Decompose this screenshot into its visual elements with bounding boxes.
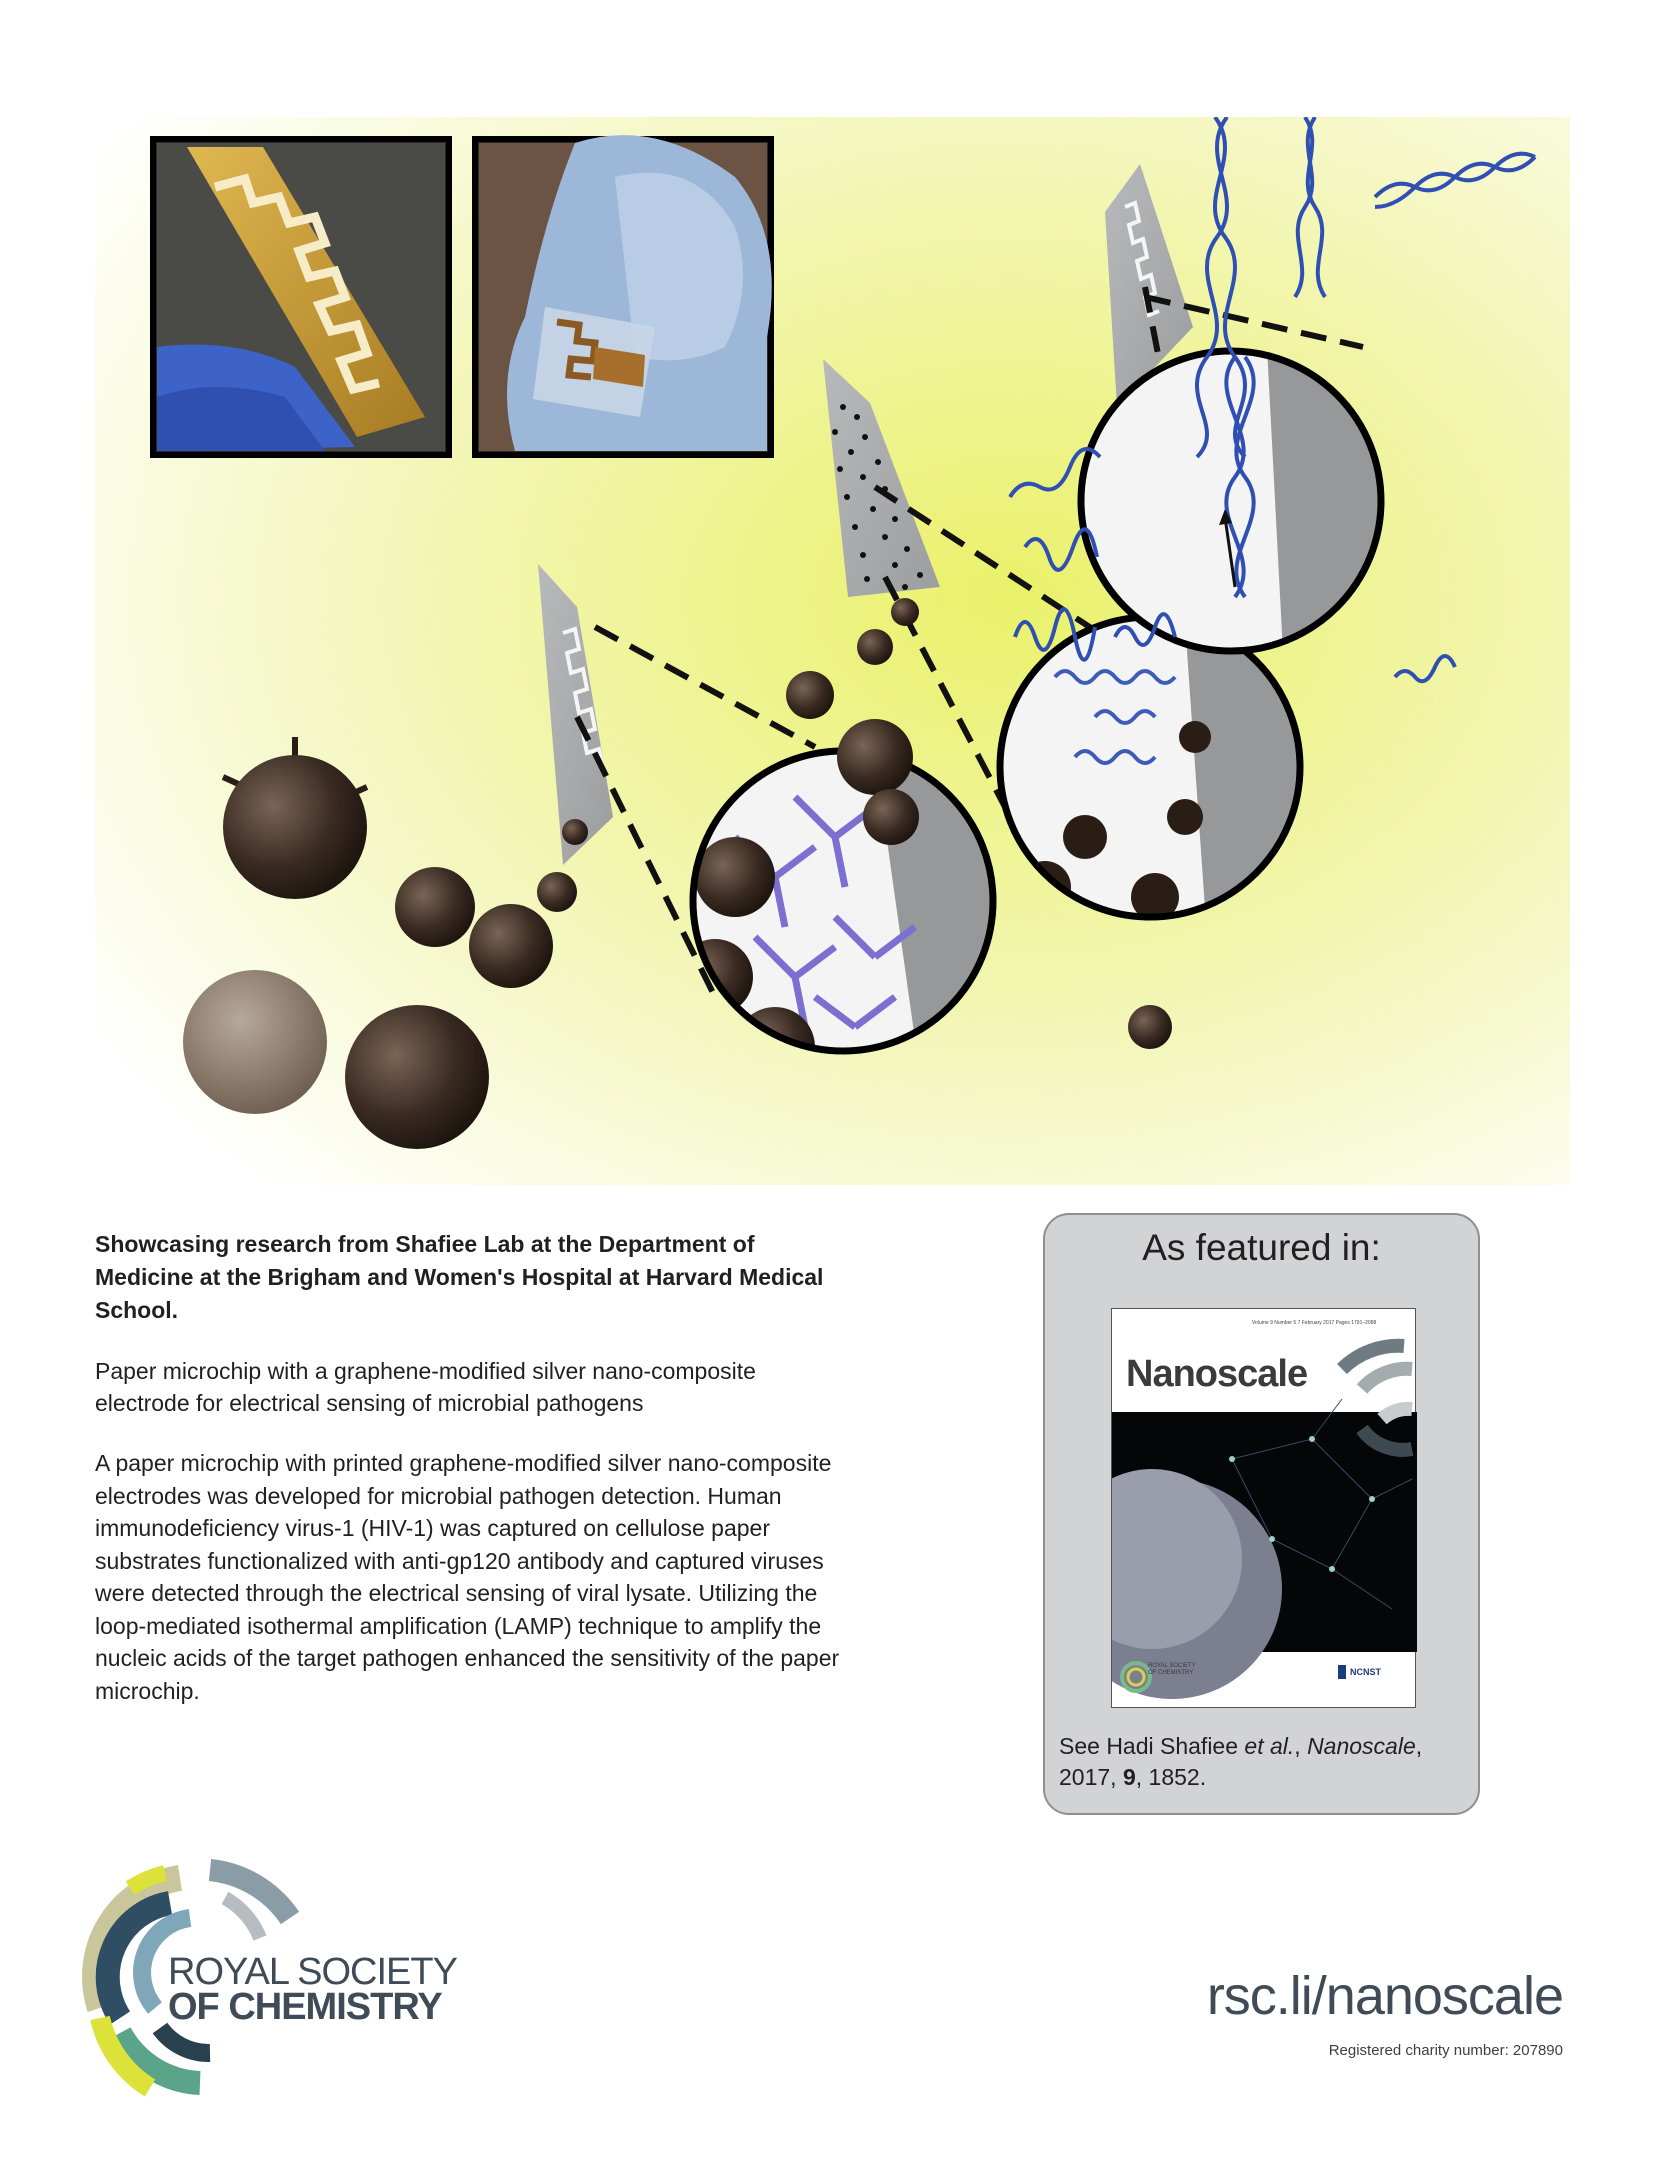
cover-journal-title: Nanoscale	[1126, 1353, 1308, 1395]
citation-pages: , 1852.	[1135, 1764, 1207, 1790]
journal-url-link[interactable]: rsc.li/nanoscale	[1206, 1966, 1564, 2026]
zoom-circle-antibodies	[689, 747, 997, 1055]
citation-prefix: See Hadi Shafiee	[1059, 1733, 1245, 1759]
paper-strip-left	[538, 564, 613, 865]
citation-year: 2017,	[1059, 1764, 1123, 1790]
charity-number: Registered charity number: 207890	[1328, 2042, 1563, 2059]
showcase-text: Showcasing research from Shafiee Lab at …	[95, 1231, 824, 1323]
abstract-text: A paper microchip with printed graphene-…	[95, 1450, 840, 1704]
zoom-circle-dna	[1077, 347, 1385, 655]
article-title: Paper microchip with a graphene-modified…	[95, 1358, 756, 1416]
virus-particles	[183, 598, 1172, 1149]
rsc-name-line2: OF CHEMISTRY	[168, 1986, 443, 2028]
rsc-name-line1: ROYAL SOCIETY	[168, 1951, 458, 1993]
cover-artwork	[1112, 1338, 1417, 1699]
featured-heading: As featured in:	[1142, 1227, 1381, 1268]
cover-illustration	[95, 117, 1570, 1185]
citation-sep: ,	[1294, 1733, 1308, 1759]
dna-strands	[1008, 117, 1537, 684]
paper-strip-middle	[823, 359, 940, 597]
rsc-logo-icon	[82, 1859, 300, 2097]
cover-rsc-text: ROYAL SOCIETY OF CHEMISTRY	[1148, 1663, 1196, 1676]
citation-etal: et al.	[1244, 1733, 1295, 1759]
citation-journal: Nanoscale	[1307, 1733, 1416, 1759]
photo-electrode-strip	[150, 136, 452, 458]
citation: See Hadi Shafiee et al., Nanoscale, 2017…	[1059, 1733, 1423, 1790]
journal-cover-thumbnail: Volume 9 Number 5 7 February 2017 Pages …	[1111, 1308, 1417, 1708]
cover-ncnst-logo: NCNST	[1350, 1667, 1381, 1677]
photo-flexible-electrode	[472, 135, 774, 458]
featured-in-panel: As featured in: V	[1043, 1213, 1480, 1815]
citation-volume: 9	[1122, 1764, 1136, 1790]
article-summary: Showcasing research from Shafiee Lab at …	[95, 1228, 855, 1707]
cover-meta: Volume 9 Number 5 7 February 2017 Pages …	[1252, 1320, 1377, 1326]
